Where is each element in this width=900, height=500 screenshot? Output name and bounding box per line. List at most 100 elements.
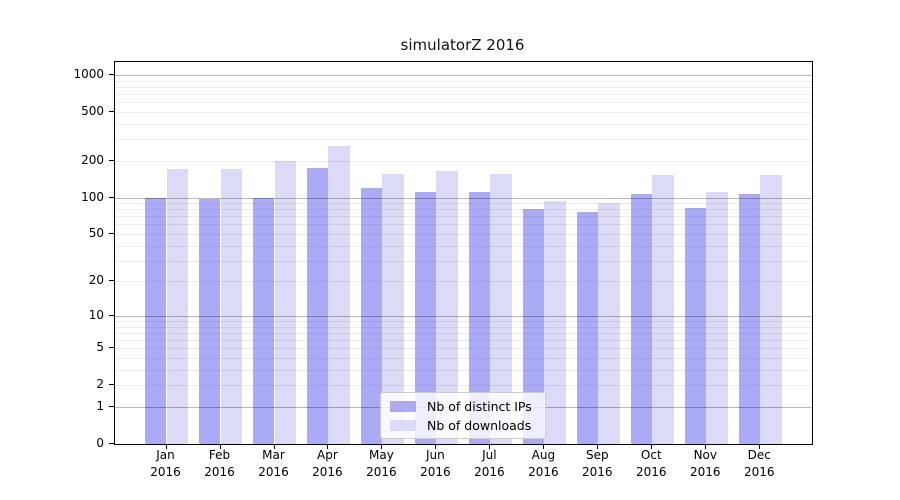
y-tick-label: 200 bbox=[81, 152, 104, 167]
gridline-minor bbox=[115, 224, 812, 226]
gridline-minor bbox=[115, 321, 812, 322]
bar-downloads bbox=[220, 169, 243, 444]
y-tick-label: 2 bbox=[96, 377, 104, 392]
gridline-minor bbox=[115, 111, 812, 113]
gridline-minor bbox=[115, 326, 812, 328]
bar-distinct-ips bbox=[360, 188, 383, 444]
legend-label-downloads: Nb of downloads bbox=[427, 417, 532, 433]
y-tick-label: 0 bbox=[96, 436, 104, 450]
y-tick-mark bbox=[109, 347, 114, 349]
bar-downloads bbox=[328, 146, 351, 444]
y-tick-mark bbox=[109, 280, 114, 282]
y-tick-label: 50 bbox=[88, 226, 104, 240]
bar-distinct-ips bbox=[522, 209, 545, 444]
bar-downloads bbox=[382, 173, 405, 444]
bar-distinct-ips bbox=[144, 197, 167, 444]
y-tick-mark bbox=[109, 159, 114, 161]
gridline-minor bbox=[115, 340, 812, 342]
y-tick-mark bbox=[109, 314, 114, 316]
x-tick-mark bbox=[165, 444, 167, 449]
bar-distinct-ips bbox=[306, 167, 329, 444]
gridline-minor bbox=[115, 139, 812, 141]
gridline-minor bbox=[115, 86, 812, 88]
gridline-major bbox=[115, 74, 812, 76]
bar-downloads bbox=[166, 169, 189, 444]
bar-distinct-ips bbox=[576, 212, 599, 444]
legend: Nb of distinct IPs Nb of downloads bbox=[380, 392, 546, 439]
x-tick-mark bbox=[435, 444, 437, 449]
bar-downloads bbox=[436, 170, 459, 444]
y-tick-label: 1 bbox=[96, 399, 104, 413]
plot-area: Nb of distinct IPs Nb of downloads bbox=[114, 61, 813, 445]
x-tick-label: Nov 2016 bbox=[690, 448, 721, 479]
bar-downloads bbox=[760, 175, 783, 444]
gridline-major bbox=[115, 197, 812, 199]
bar-downloads bbox=[490, 174, 513, 444]
x-tick-mark bbox=[597, 444, 599, 449]
bar-downloads bbox=[652, 175, 675, 444]
y-tick-mark bbox=[109, 110, 114, 112]
gridline-minor bbox=[115, 216, 812, 218]
x-tick-mark bbox=[759, 444, 761, 449]
x-tick-mark bbox=[489, 444, 491, 449]
y-tick-label: 10 bbox=[88, 307, 104, 322]
gridline-minor bbox=[115, 348, 812, 350]
gridline-minor bbox=[115, 102, 812, 104]
bar-downloads bbox=[598, 203, 621, 444]
x-tick-mark bbox=[651, 444, 653, 449]
x-tick-label: Jan 2016 bbox=[150, 448, 181, 479]
x-tick-label: Aug 2016 bbox=[528, 448, 559, 479]
x-tick-label: Dec 2016 bbox=[744, 448, 775, 479]
legend-swatch-distinct-ips bbox=[390, 400, 416, 412]
y-tick-mark bbox=[109, 406, 114, 407]
bar-downloads bbox=[706, 192, 729, 444]
gridline-minor bbox=[115, 160, 812, 162]
y-tick-label: 1000 bbox=[73, 66, 104, 81]
gridline-minor bbox=[115, 234, 812, 235]
gridline-minor bbox=[115, 123, 812, 125]
y-tick-label: 20 bbox=[88, 273, 104, 288]
gridline-major bbox=[115, 315, 812, 317]
gridline-minor bbox=[115, 80, 812, 82]
y-tick-label: 5 bbox=[96, 340, 104, 355]
legend-swatch-downloads bbox=[390, 419, 416, 431]
y-tick-label: 100 bbox=[81, 189, 104, 204]
bar-distinct-ips bbox=[738, 193, 761, 444]
gridline-minor bbox=[115, 281, 812, 283]
bar-distinct-ips bbox=[684, 208, 707, 444]
y-tick-mark bbox=[109, 73, 114, 75]
x-tick-mark bbox=[219, 444, 221, 449]
gridline-minor bbox=[115, 260, 812, 262]
legend-item-downloads: Nb of downloads bbox=[381, 418, 545, 433]
gridline-minor bbox=[115, 94, 812, 95]
gridline-minor bbox=[115, 358, 812, 359]
x-tick-label: Jul 2016 bbox=[474, 448, 505, 479]
gridline-minor bbox=[115, 385, 812, 387]
x-tick-mark bbox=[327, 444, 329, 449]
bar-distinct-ips bbox=[630, 194, 653, 444]
y-tick-label: 500 bbox=[81, 103, 104, 118]
gridline-minor bbox=[115, 245, 812, 247]
gridline-minor bbox=[115, 209, 812, 211]
x-tick-label: Sep 2016 bbox=[582, 448, 613, 479]
x-tick-label: Jun 2016 bbox=[420, 448, 451, 479]
x-tick-mark bbox=[273, 444, 275, 449]
y-tick-mark bbox=[109, 196, 114, 198]
bar-downloads bbox=[274, 160, 297, 444]
x-tick-label: May 2016 bbox=[366, 448, 397, 479]
y-tick-mark bbox=[109, 443, 114, 444]
bar-distinct-ips bbox=[198, 199, 221, 444]
legend-item-distinct-ips: Nb of distinct IPs bbox=[381, 399, 545, 414]
y-tick-mark bbox=[109, 384, 114, 386]
bar-distinct-ips bbox=[414, 192, 437, 444]
y-tick-mark bbox=[109, 233, 114, 234]
x-tick-mark bbox=[705, 444, 707, 449]
gridline-minor bbox=[115, 203, 812, 204]
bar-distinct-ips bbox=[252, 197, 275, 444]
bar-distinct-ips bbox=[468, 192, 491, 444]
chart-title: simulatorZ 2016 bbox=[400, 36, 525, 54]
x-tick-label: Oct 2016 bbox=[636, 448, 667, 479]
x-tick-mark bbox=[381, 444, 383, 449]
gridline-minor bbox=[115, 332, 812, 334]
